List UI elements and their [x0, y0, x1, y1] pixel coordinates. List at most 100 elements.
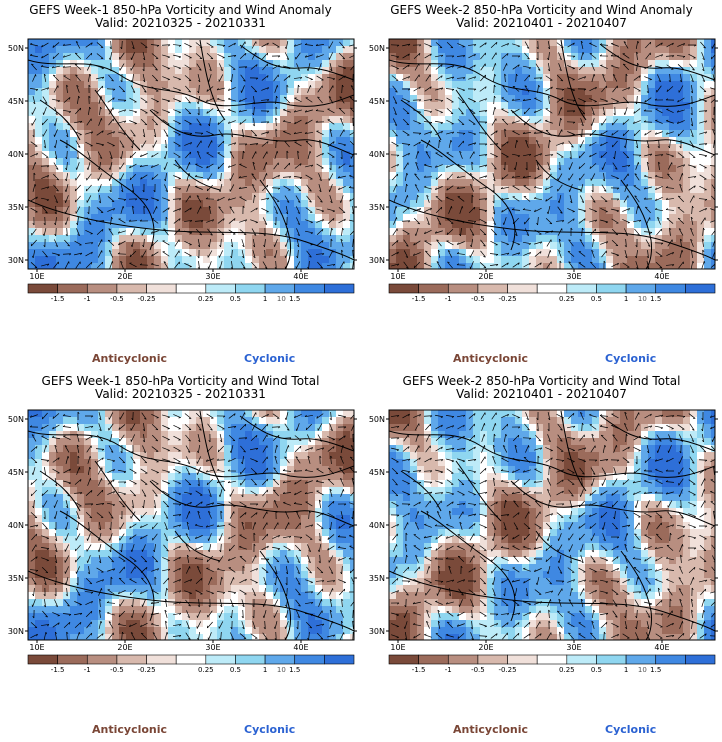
vorticity-map: 50N 45N 40N 35N 30N 10E 20E 30E 40E -1.5 -1 -0.5 -0.… [8, 38, 357, 303]
colorbar-label: -0.25 [137, 666, 155, 674]
lat-tick-label: 40N [8, 521, 24, 530]
colorbar-swatch [146, 654, 177, 665]
colorbar-label: -1 [84, 295, 91, 303]
colorbar-label: 1 [624, 666, 628, 674]
colorbar-label: -0.25 [498, 295, 516, 303]
colorbar-scale-note: 10 [277, 666, 286, 674]
cyclonic-label: Cyclonic [605, 723, 657, 736]
lon-tick-label: 40E [293, 643, 308, 652]
lon-tick-label: 30E [205, 272, 220, 281]
colorbar-swatch [388, 283, 419, 294]
lat-tick-label: 35N [369, 203, 385, 212]
colorbar-scale-note: 10 [638, 666, 647, 674]
colorbar-swatch [507, 283, 538, 294]
colorbar-label: 1.5 [289, 666, 300, 674]
colorbar-swatch [235, 654, 266, 665]
vorticity-map: 50N 45N 40N 35N 30N 10E 20E 30E 40E -1.5 -1 -0.5 -0.… [369, 409, 718, 674]
colorbar-swatch [685, 654, 716, 665]
lon-tick-label: 20E [117, 272, 132, 281]
colorbar-swatch [685, 283, 716, 294]
colorbar-label: 0.25 [198, 666, 214, 674]
colorbar-label: 1 [624, 295, 628, 303]
lon-tick-label: 10E [390, 643, 405, 652]
vorticity-field [389, 39, 715, 269]
colorbar-swatch [625, 654, 657, 665]
colorbar-label: -0.5 [110, 666, 124, 674]
anticyclonic-label: Anticyclonic [453, 723, 529, 736]
colorbar-swatch [264, 654, 296, 665]
lat-tick-label: 50N [8, 415, 24, 424]
panel-valid-dates: Valid: 20210401 - 20210407 [456, 16, 627, 30]
colorbar-swatch [625, 283, 657, 294]
colorbar-label: -0.25 [137, 295, 155, 303]
colorbar-swatch [146, 283, 177, 294]
colorbar-swatch [27, 654, 58, 665]
lon-tick-label: 10E [29, 272, 44, 281]
colorbar-label: -0.5 [471, 666, 485, 674]
colorbar-swatch [536, 654, 568, 665]
panel-valid-dates: Valid: 20210325 - 20210331 [95, 387, 266, 401]
cyclonic-label: Cyclonic [605, 352, 657, 365]
vorticity-field [389, 410, 715, 640]
coastlines [389, 39, 715, 269]
panel-week2-total: GEFS Week-2 850-hPa Vorticity and Wind T… [361, 371, 722, 742]
colorbar: -1.5 -1 -0.5 -0.25 0.25 0.5 1 1.510 [388, 654, 716, 674]
colorbar-label: -1 [445, 295, 452, 303]
colorbar-swatch [57, 654, 88, 665]
lat-tick-label: 50N [8, 44, 24, 53]
colorbar-scale-note: 10 [638, 295, 647, 303]
colorbar-label: -0.5 [471, 295, 485, 303]
colorbar-swatch [536, 283, 568, 294]
vorticity-map: 50N 45N 40N 35N 30N 10E 20E 30E 40E -1.5 -1 -0.5 -0.… [369, 38, 718, 303]
colorbar-label: 1.5 [289, 295, 300, 303]
colorbar-label: -1.5 [412, 295, 426, 303]
colorbar-swatch [507, 654, 538, 665]
lon-tick-label: 40E [293, 272, 308, 281]
colorbar-label: 1 [263, 295, 267, 303]
lat-tick-label: 40N [369, 521, 385, 530]
colorbar-label: 0.5 [230, 666, 241, 674]
colorbar-swatch [418, 283, 449, 294]
coastlines [28, 410, 354, 640]
lon-tick-label: 30E [566, 643, 581, 652]
lat-tick-label: 40N [8, 150, 24, 159]
colorbar-swatch [324, 654, 355, 665]
colorbar-swatch [264, 283, 296, 294]
lon-tick-label: 10E [29, 643, 44, 652]
vorticity-field [28, 39, 354, 269]
colorbar-label: 0.5 [230, 295, 241, 303]
lat-tick-label: 30N [369, 256, 385, 265]
colorbar-swatch [477, 654, 508, 665]
wind-vectors [29, 411, 354, 640]
lon-tick-label: 30E [205, 643, 220, 652]
lon-tick-label: 40E [654, 272, 669, 281]
colorbar-scale-note: 10 [277, 295, 286, 303]
colorbar-label: 0.5 [591, 295, 602, 303]
panel-title: GEFS Week-2 850-hPa Vorticity and Wind T… [402, 374, 681, 388]
colorbar-label: -1.5 [412, 666, 426, 674]
lat-tick-label: 35N [8, 574, 24, 583]
colorbar-label: -0.25 [498, 666, 516, 674]
colorbar-swatch [655, 654, 686, 665]
colorbar-swatch [116, 283, 147, 294]
anticyclonic-label: Anticyclonic [453, 352, 529, 365]
lon-tick-label: 20E [478, 272, 493, 281]
lat-tick-label: 30N [369, 627, 385, 636]
lat-tick-label: 45N [8, 468, 24, 477]
lat-tick-label: 35N [369, 574, 385, 583]
colorbar-label: -0.5 [110, 295, 124, 303]
lon-tick-label: 20E [478, 643, 493, 652]
colorbar-swatch [86, 283, 118, 294]
colorbar-swatch [86, 654, 118, 665]
panel-valid-dates: Valid: 20210401 - 20210407 [456, 387, 627, 401]
colorbar-swatch [388, 654, 419, 665]
colorbar-label: 0.25 [198, 295, 214, 303]
lat-tick-label: 45N [369, 468, 385, 477]
panel-week2-anomaly: GEFS Week-2 850-hPa Vorticity and Wind A… [361, 0, 722, 371]
colorbar-swatch [294, 283, 325, 294]
panel-title: GEFS Week-1 850-hPa Vorticity and Wind T… [41, 374, 320, 388]
colorbar-swatch [175, 283, 207, 294]
anticyclonic-label: Anticyclonic [92, 723, 168, 736]
colorbar: -1.5 -1 -0.5 -0.25 0.25 0.5 1 1.510 [27, 654, 355, 674]
wind-vectors [390, 411, 715, 640]
